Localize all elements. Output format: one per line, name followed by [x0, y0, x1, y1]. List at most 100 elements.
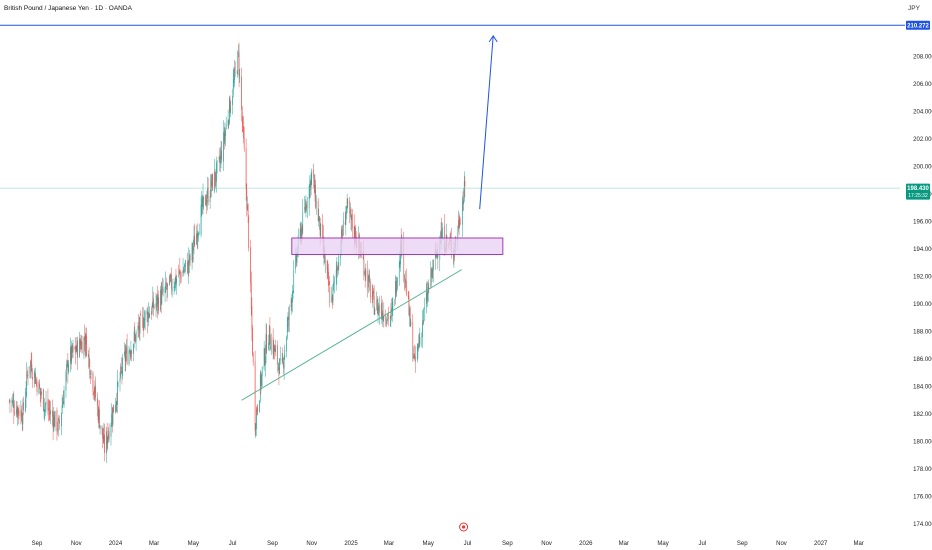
price-tick-label: 182.000	[913, 412, 932, 418]
time-tick-label: 2025	[344, 541, 358, 547]
candle	[284, 344, 286, 360]
candle	[414, 346, 416, 373]
price-axis[interactable]: 174.000 176.000 178.000 180.000 182.000 184.0…	[913, 55, 932, 529]
candle	[270, 333, 272, 355]
candle	[99, 424, 101, 435]
candle	[301, 224, 303, 240]
candle	[193, 225, 195, 255]
projection-arrow[interactable]	[479, 34, 498, 210]
chart-title: British Pound / Japanese Yen · 1D · OAND…	[4, 5, 133, 12]
candle	[26, 370, 28, 379]
candle	[149, 306, 150, 318]
candle	[463, 171, 465, 203]
candle	[75, 345, 77, 353]
candle	[423, 307, 425, 326]
candle	[54, 411, 55, 427]
candle	[126, 339, 127, 361]
candle	[17, 407, 19, 425]
target-price-tag: 210.272	[906, 20, 930, 30]
candle	[173, 278, 175, 295]
candle	[238, 44, 239, 58]
candle	[311, 168, 313, 186]
candle	[418, 332, 420, 349]
candle	[351, 214, 352, 232]
candle	[52, 399, 53, 426]
time-axis[interactable]: Sep Nov 2024 Mar May Jul Sep Nov 2025 Mar May Jul Se…	[32, 541, 864, 547]
candle	[50, 400, 51, 424]
candle	[25, 380, 27, 408]
candle	[380, 295, 382, 320]
candle	[40, 387, 42, 407]
candle	[88, 350, 89, 369]
candle	[269, 317, 271, 346]
candle	[331, 286, 333, 303]
currency-label: JPY	[908, 5, 921, 12]
candle	[41, 388, 42, 400]
candle	[426, 280, 428, 304]
candle	[70, 337, 71, 373]
candle	[79, 334, 81, 350]
time-tick-label: May	[657, 541, 668, 547]
candle	[224, 122, 226, 145]
candle	[49, 400, 51, 421]
candle	[347, 197, 349, 209]
candle	[170, 273, 172, 282]
candle	[322, 214, 324, 242]
candle	[191, 241, 193, 270]
candle	[142, 307, 144, 331]
candle	[464, 176, 466, 198]
candle	[68, 359, 69, 375]
candle	[25, 387, 26, 413]
candle	[223, 127, 225, 150]
candle	[98, 406, 100, 429]
candle	[364, 268, 366, 288]
candle	[395, 275, 396, 305]
candle	[112, 407, 114, 427]
candle	[174, 281, 176, 292]
candle	[26, 362, 28, 398]
time-tick-label: Nov	[71, 541, 82, 547]
candle	[39, 379, 40, 390]
candle	[418, 334, 419, 352]
candle	[161, 281, 163, 305]
candle	[305, 195, 307, 217]
candle	[335, 261, 337, 291]
time-tick-label: Nov	[306, 541, 317, 547]
price-tick-label: 190.000	[913, 302, 932, 308]
candle	[59, 415, 60, 430]
candle	[92, 370, 94, 396]
candle	[144, 310, 145, 329]
candle	[23, 396, 24, 416]
candle	[162, 277, 163, 296]
candle	[410, 318, 412, 327]
candle	[101, 425, 103, 435]
event-marker-icon[interactable]	[459, 522, 469, 532]
candle	[405, 270, 407, 289]
candle	[431, 267, 433, 283]
candle	[279, 357, 280, 375]
candle	[371, 285, 373, 304]
candle	[233, 66, 235, 89]
candle	[292, 290, 294, 299]
candle	[394, 298, 396, 307]
candle	[122, 353, 123, 380]
candle	[70, 345, 72, 370]
candle	[306, 196, 308, 219]
candle	[89, 358, 91, 379]
time-tick-label: 2024	[109, 541, 123, 547]
candle	[192, 242, 194, 264]
support-trendline[interactable]	[241, 269, 462, 401]
candle	[268, 334, 269, 351]
time-tick-label: 2027	[814, 541, 828, 547]
candle	[412, 314, 414, 362]
candle	[386, 318, 388, 325]
candle	[404, 273, 405, 291]
candle	[333, 276, 335, 294]
candle	[65, 369, 67, 399]
candle	[304, 199, 306, 213]
candle	[216, 160, 218, 174]
price-tick-label: 204.000	[913, 110, 932, 116]
demand-zone[interactable]	[291, 237, 504, 255]
